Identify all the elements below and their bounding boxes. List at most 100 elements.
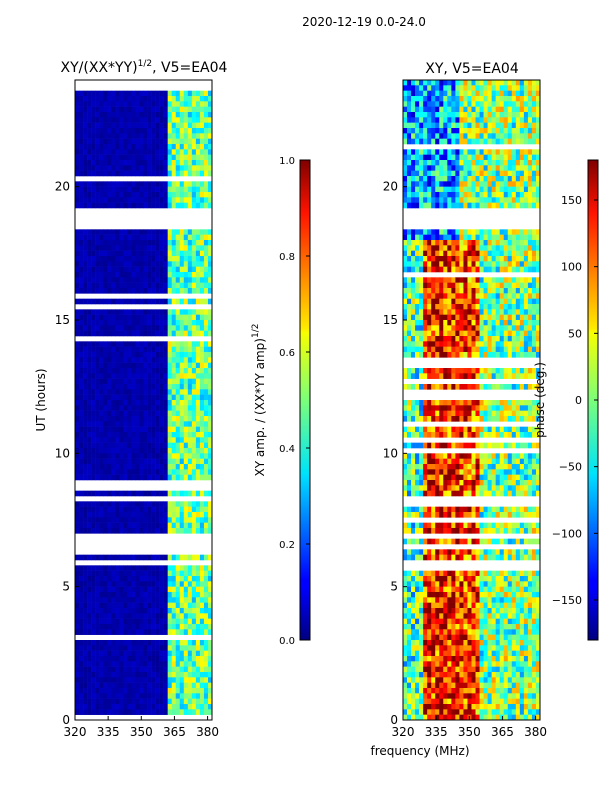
heatmap-cell bbox=[187, 576, 193, 582]
heatmap-cell bbox=[119, 234, 124, 241]
heatmap-cell bbox=[131, 613, 136, 619]
heatmap-cell bbox=[123, 464, 128, 470]
heatmap-cell bbox=[75, 378, 80, 385]
heatmap-cell bbox=[411, 250, 416, 257]
heatmap-cell bbox=[535, 170, 541, 177]
heatmap-cell bbox=[119, 624, 124, 630]
heatmap-cell bbox=[515, 346, 521, 353]
heatmap-cell bbox=[203, 645, 209, 651]
heatmap-cell bbox=[115, 613, 120, 619]
heatmap-cell bbox=[91, 442, 96, 449]
heatmap-cell bbox=[175, 277, 181, 283]
heatmap-cell bbox=[131, 112, 136, 118]
heatmap-cell bbox=[419, 245, 424, 251]
heatmap-cell bbox=[167, 352, 173, 358]
heatmap-cell bbox=[519, 106, 525, 113]
heatmap-cell bbox=[163, 448, 168, 454]
heatmap-cell bbox=[423, 138, 428, 145]
heatmap-cell bbox=[203, 314, 209, 321]
heatmap-cell bbox=[79, 437, 84, 443]
heatmap-cell bbox=[99, 341, 104, 347]
heatmap-cell bbox=[147, 144, 152, 150]
heatmap-cell bbox=[203, 96, 209, 102]
heatmap-cell bbox=[479, 234, 484, 241]
heatmap-cell bbox=[187, 106, 193, 113]
heatmap-cell bbox=[415, 341, 420, 347]
heatmap-cell bbox=[191, 405, 197, 411]
heatmap-cell bbox=[139, 442, 144, 449]
heatmap-cell bbox=[163, 261, 168, 267]
heatmap-cell bbox=[163, 181, 168, 187]
heatmap-cell bbox=[187, 133, 193, 139]
heatmap-cell bbox=[439, 266, 444, 273]
heatmap-cell bbox=[115, 346, 120, 353]
heatmap-cell bbox=[527, 256, 533, 262]
heatmap-cell bbox=[411, 112, 416, 118]
heatmap-cell bbox=[203, 154, 209, 161]
heatmap-cell bbox=[483, 90, 488, 97]
heatmap-cell bbox=[207, 394, 213, 401]
heatmap-cell bbox=[439, 154, 444, 161]
heatmap-cell bbox=[103, 528, 108, 534]
heatmap-cell bbox=[519, 325, 525, 331]
heatmap-cell bbox=[167, 592, 173, 598]
heatmap-cell bbox=[111, 698, 116, 705]
heatmap-cell bbox=[443, 336, 448, 342]
heatmap-cell bbox=[447, 96, 452, 102]
heatmap-cell bbox=[103, 464, 108, 470]
heatmap-cell bbox=[499, 293, 505, 299]
heatmap-cell bbox=[499, 250, 505, 257]
heatmap-cell bbox=[95, 704, 100, 710]
heatmap-cell bbox=[503, 101, 509, 107]
heatmap-cell bbox=[179, 325, 185, 331]
heatmap-cell bbox=[95, 128, 100, 134]
heatmap-cell bbox=[203, 400, 209, 406]
heatmap-cell bbox=[507, 90, 513, 97]
heatmap-cell bbox=[191, 133, 197, 139]
heatmap-cell bbox=[423, 96, 428, 102]
heatmap-cell bbox=[203, 309, 209, 315]
heatmap-cell bbox=[123, 698, 128, 705]
heatmap-cell bbox=[207, 576, 213, 582]
heatmap-cell bbox=[191, 394, 197, 401]
heatmap-cell bbox=[103, 138, 108, 145]
heatmap-cell bbox=[123, 144, 128, 150]
heatmap-cell bbox=[107, 149, 112, 155]
heatmap-cell bbox=[531, 117, 537, 123]
heatmap-cell bbox=[83, 362, 88, 369]
heatmap-cell bbox=[451, 240, 456, 246]
heatmap-cell bbox=[143, 170, 148, 177]
heatmap-cell bbox=[499, 154, 505, 161]
heatmap-cell bbox=[119, 160, 124, 166]
heatmap-cell bbox=[135, 448, 140, 454]
heatmap-cell bbox=[159, 682, 164, 689]
heatmap-cell bbox=[191, 448, 197, 454]
heatmap-cell bbox=[87, 389, 92, 395]
heatmap-cell bbox=[499, 309, 505, 315]
heatmap-cell bbox=[195, 272, 201, 278]
heatmap-cell bbox=[99, 186, 104, 193]
heatmap-cell bbox=[127, 597, 132, 603]
heatmap-cell bbox=[187, 357, 193, 363]
heatmap-cell bbox=[199, 405, 205, 411]
heatmap-cell bbox=[191, 608, 197, 614]
heatmap-cell bbox=[443, 261, 448, 267]
heatmap-cell bbox=[527, 320, 533, 326]
heatmap-cell bbox=[487, 85, 492, 91]
heatmap-cell bbox=[431, 240, 436, 246]
heatmap-cell bbox=[87, 101, 92, 107]
heatmap-cell bbox=[515, 128, 521, 134]
heatmap-cell bbox=[115, 261, 120, 267]
heatmap-cell bbox=[511, 165, 517, 171]
heatmap-cell bbox=[467, 197, 472, 203]
heatmap-cell bbox=[115, 160, 120, 166]
heatmap-cell bbox=[111, 368, 116, 374]
heatmap-cell bbox=[471, 117, 476, 123]
heatmap-cell bbox=[411, 288, 416, 294]
heatmap-cell bbox=[119, 645, 124, 651]
heatmap-cell bbox=[183, 586, 189, 593]
heatmap-cell bbox=[507, 96, 513, 102]
heatmap-cell bbox=[107, 421, 112, 427]
heatmap-cell bbox=[119, 138, 124, 145]
heatmap-cell bbox=[511, 336, 517, 342]
